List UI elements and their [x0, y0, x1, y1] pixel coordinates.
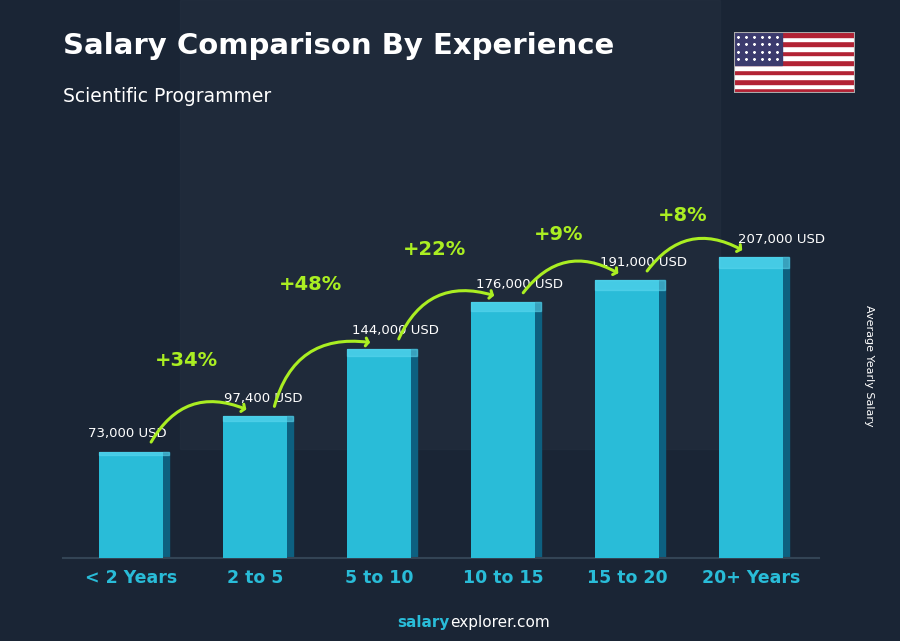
- Bar: [718, 257, 789, 268]
- Bar: [595, 281, 665, 290]
- Bar: [734, 46, 855, 51]
- Text: 144,000 USD: 144,000 USD: [352, 324, 438, 337]
- Bar: [99, 452, 164, 558]
- Bar: [411, 349, 417, 558]
- Text: Scientific Programmer: Scientific Programmer: [63, 87, 271, 106]
- Bar: [536, 303, 541, 558]
- Bar: [734, 37, 855, 42]
- Bar: [734, 69, 855, 74]
- Bar: [659, 281, 665, 558]
- Text: 207,000 USD: 207,000 USD: [738, 233, 825, 246]
- Bar: [287, 416, 293, 558]
- Bar: [734, 51, 855, 56]
- Bar: [734, 65, 855, 69]
- Text: 176,000 USD: 176,000 USD: [476, 278, 562, 290]
- Text: +22%: +22%: [403, 240, 466, 259]
- Bar: [164, 452, 169, 558]
- Bar: [734, 32, 855, 37]
- Bar: [180, 0, 720, 449]
- Bar: [734, 32, 782, 65]
- Text: 191,000 USD: 191,000 USD: [599, 256, 687, 269]
- Bar: [734, 42, 855, 46]
- Bar: [223, 416, 293, 421]
- Bar: [734, 79, 855, 83]
- Text: +34%: +34%: [156, 351, 219, 370]
- Bar: [595, 281, 659, 558]
- Bar: [471, 303, 536, 558]
- Text: +9%: +9%: [534, 225, 583, 244]
- Bar: [734, 56, 855, 60]
- Bar: [718, 257, 783, 558]
- Bar: [471, 303, 541, 311]
- Text: Average Yearly Salary: Average Yearly Salary: [863, 304, 874, 426]
- Bar: [783, 257, 789, 558]
- Bar: [734, 60, 855, 65]
- Text: 97,400 USD: 97,400 USD: [224, 392, 302, 404]
- Text: +48%: +48%: [279, 274, 343, 294]
- Bar: [99, 452, 169, 456]
- Text: 73,000 USD: 73,000 USD: [88, 427, 166, 440]
- Bar: [734, 88, 855, 93]
- Bar: [734, 74, 855, 79]
- Text: +8%: +8%: [658, 206, 707, 226]
- Text: Salary Comparison By Experience: Salary Comparison By Experience: [63, 32, 614, 60]
- Bar: [346, 349, 411, 558]
- Bar: [346, 349, 417, 356]
- Bar: [223, 416, 287, 558]
- Text: salary: salary: [398, 615, 450, 630]
- Bar: [734, 83, 855, 88]
- Text: explorer.com: explorer.com: [450, 615, 550, 630]
